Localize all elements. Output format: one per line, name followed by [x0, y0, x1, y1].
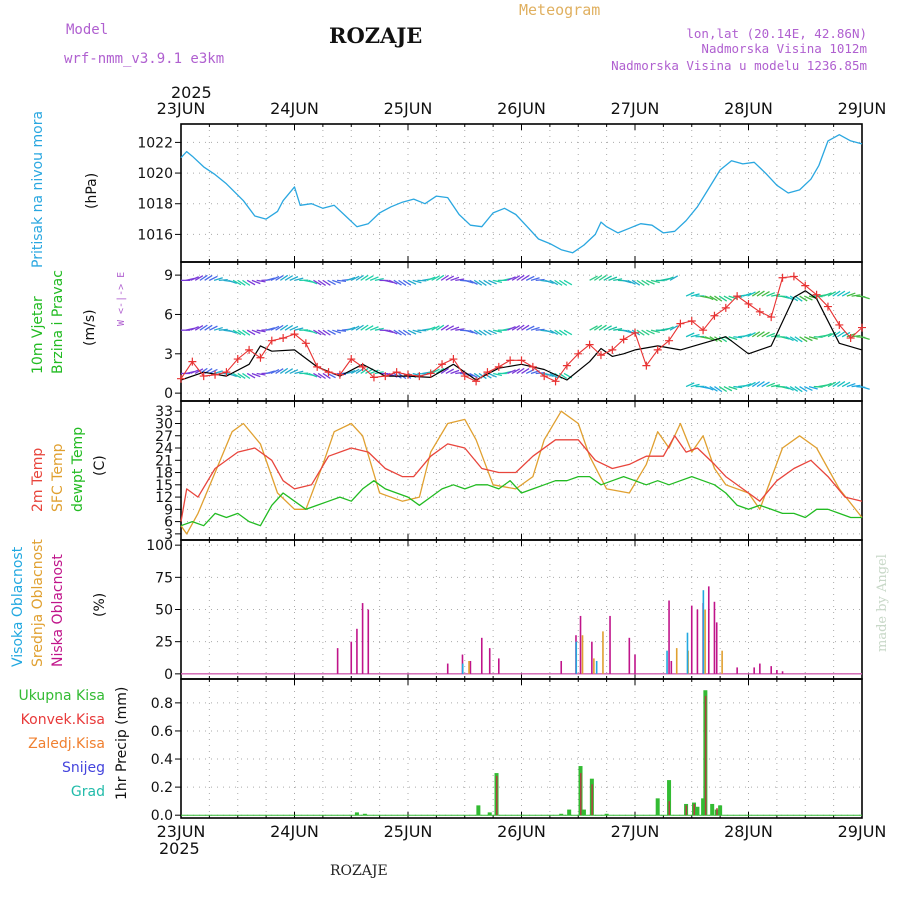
precip-ytick-label: 0.8 [151, 696, 173, 712]
pressure-unit: (hPa) [84, 173, 100, 209]
date-label-top: 28JUN [724, 99, 773, 118]
precip-bar-total [605, 814, 609, 815]
precip-bar-conv [591, 784, 593, 815]
date-label-bottom: 23JUN [157, 822, 206, 841]
clouds-ytick-label: 25 [155, 635, 173, 651]
station-title: ROZAJE [329, 23, 422, 48]
year-bottom: 2025 [159, 839, 200, 858]
temp-unit: (C) [92, 455, 108, 476]
wind-ytick-label: 6 [164, 307, 173, 323]
precip-bar-total [718, 805, 722, 815]
date-label-top: 25JUN [384, 99, 433, 118]
temp-ylabel-3: dewpt Temp [70, 427, 86, 512]
clouds-ytick-label: 50 [155, 603, 173, 619]
precip-legend-frozen: Zaledj.Kisa [28, 736, 105, 752]
precip-legend-snow: Snijeg [62, 760, 105, 776]
date-label-top: 23JUN [157, 99, 206, 118]
wind-compass: W <-|-> E [116, 272, 127, 326]
precip-bar-total [363, 814, 367, 815]
date-label-bottom: 24JUN [270, 822, 319, 841]
date-label-bottom: 25JUN [384, 822, 433, 841]
precip-ytick-label: 0.2 [151, 780, 173, 796]
temp-ylabel-1: 2m Temp [30, 448, 46, 512]
date-label-top: 27JUN [611, 99, 660, 118]
wind-ytick-label: 0 [164, 386, 173, 402]
wind-unit: (m/s) [82, 309, 98, 346]
precip-bar-conv [694, 804, 696, 815]
precip-bar-total [582, 810, 586, 816]
pressure-ytick-label: 1020 [137, 166, 173, 182]
footer-station: ROZAJE [330, 863, 388, 879]
precip-ytick-label: 0.4 [151, 752, 173, 768]
date-label-top: 26JUN [497, 99, 546, 118]
precip-unit: 1hr Precip (mm) [114, 687, 130, 800]
precip-bar-conv [705, 696, 707, 815]
date-label-top: 24JUN [270, 99, 319, 118]
watermark: made by Angel [875, 554, 890, 652]
precip-bar-total [656, 798, 660, 815]
cloud-ylabel-3: Niska Oblacnost [50, 554, 66, 667]
precip-bar-total [559, 814, 563, 815]
precip-bar-total [710, 804, 714, 815]
precip-bar-total [695, 807, 699, 815]
precip-ytick-label: 0.6 [151, 724, 173, 740]
wind-ylabel-2: Brzina i Pravac [50, 270, 66, 374]
wind-ytick-label: 3 [164, 347, 173, 363]
precip-legend-total: Ukupna Kisa [18, 688, 105, 704]
precip-bar-total [355, 812, 359, 815]
pressure-ytick-label: 1018 [137, 197, 173, 213]
model-name: wrf-nmm_v3.9.1 e3km [64, 51, 224, 67]
precip-bar-total [567, 810, 571, 816]
clouds-ytick-label: 0 [164, 667, 173, 683]
clouds-ytick-label: 100 [146, 538, 173, 554]
date-label-top: 29JUN [838, 99, 887, 118]
coords-label: lon,lat (20.14E, 42.86N) [686, 26, 867, 41]
date-label-bottom: 26JUN [497, 822, 546, 841]
product-label: Meteogram [519, 1, 600, 19]
precip-legend-conv: Konvek.Kisa [21, 712, 105, 728]
precip-bar-conv [580, 773, 582, 815]
precip-bar-total [476, 805, 480, 815]
temperature-ytick-label: 33 [155, 404, 173, 420]
precip-bar-conv [669, 801, 671, 815]
wind-ylabel-1: 10m Vjetar [30, 296, 46, 374]
precip-bar-conv [716, 808, 718, 815]
precip-bar-conv [496, 776, 498, 815]
cloud-unit: (%) [92, 593, 108, 617]
wind-ytick-label: 9 [164, 268, 173, 284]
precip-bar-total [488, 812, 492, 815]
pressure-ytick-label: 1016 [137, 227, 173, 243]
model-elevation-label: Nadmorska Visina u modelu 1236.85m [611, 58, 867, 73]
pressure-ytick-label: 1022 [137, 135, 173, 151]
model-label: Model [66, 22, 108, 38]
temp-ylabel-2: SFC Temp [50, 443, 66, 512]
pressure-ylabel: Pritisak na nivou mora [30, 111, 46, 268]
precip-bar-conv [686, 805, 688, 815]
precip-legend-graupel: Grad [71, 784, 105, 800]
date-label-bottom: 28JUN [724, 822, 773, 841]
date-label-bottom: 29JUN [838, 822, 887, 841]
cloud-ylabel-2: Srednja Oblacnost [30, 539, 46, 667]
clouds-ytick-label: 75 [155, 570, 173, 586]
date-label-bottom: 27JUN [611, 822, 660, 841]
cloud-ylabel-1: Visoka Oblacnost [10, 546, 26, 667]
elevation-label: Nadmorska Visina 1012m [701, 41, 867, 56]
